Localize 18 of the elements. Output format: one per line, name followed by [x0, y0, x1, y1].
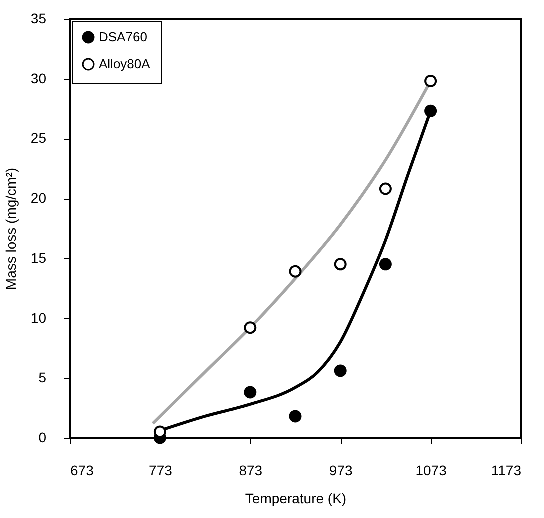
x-tick-label: 1073: [416, 462, 448, 478]
x-tick-label: 673: [70, 462, 94, 478]
y-axis-title: Mass loss (mg/cm²): [2, 168, 19, 290]
y-tick-label: 35: [30, 10, 47, 26]
x-tick-label: 973: [329, 462, 353, 478]
y-tick-label: 10: [30, 310, 47, 326]
y-tick-label: 0: [38, 430, 47, 446]
x-axis-title: Temperature (K): [245, 490, 347, 506]
y-tick-label: 30: [30, 70, 47, 86]
y-tick-label: 5: [38, 370, 47, 386]
y-tick-label: 15: [30, 250, 47, 266]
x-tick-label: 873: [239, 462, 263, 478]
x-tick-label: 773: [149, 462, 173, 478]
legend-label: DSA760: [99, 30, 148, 44]
y-tick-label: 20: [30, 190, 47, 206]
y-tick-label: 25: [30, 130, 47, 146]
x-tick-label: 1173: [491, 462, 522, 478]
legend-label: Alloy80A: [99, 56, 151, 72]
